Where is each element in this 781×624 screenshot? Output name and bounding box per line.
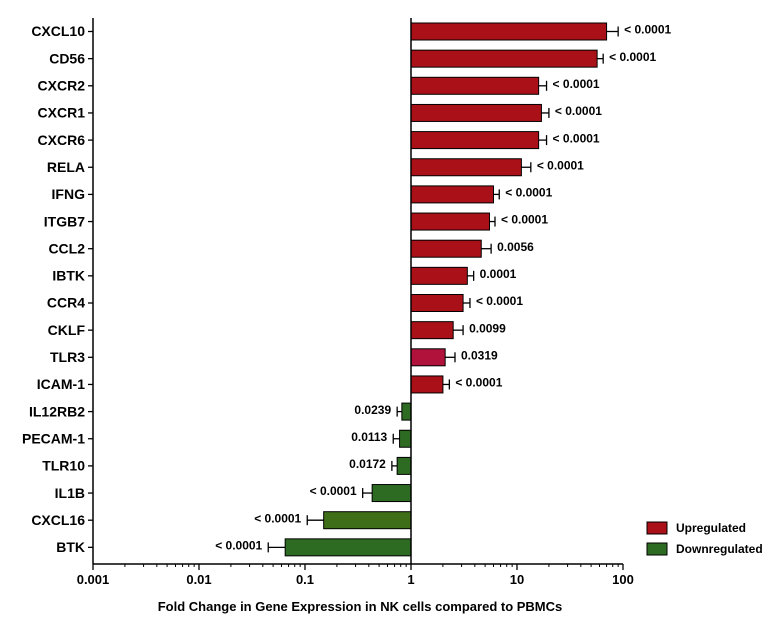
bar-ccr4 [410, 294, 464, 312]
legend-swatch [646, 542, 668, 556]
error-bar-ccr4 [463, 298, 471, 308]
error-bars-layer [267, 26, 619, 553]
p-value-label: < 0.0001 [553, 77, 600, 91]
bar-cxcr2 [410, 76, 540, 95]
p-value-label: < 0.0001 [254, 511, 301, 525]
error-bar-cxcr1 [541, 107, 550, 118]
category-label: IL12RB2 [29, 403, 85, 419]
p-value-label: 0.0319 [461, 348, 498, 362]
p-value-label: 0.0113 [351, 430, 387, 444]
category-label: IL1B [55, 485, 85, 501]
category-label: ICAM-1 [37, 376, 85, 392]
axes-layer: 0.001 0.01 0.1 1 10 100 [77, 18, 634, 587]
bar-pecam-1 [399, 429, 412, 448]
bar-tlr3 [410, 348, 446, 367]
error-bar-il1b [362, 488, 373, 499]
bar-cd56 [410, 49, 598, 68]
legend-swatch [646, 521, 668, 535]
legend-label: Downregulated [676, 542, 763, 556]
category-label: RELA [47, 159, 85, 175]
error-bar-tlr3 [445, 352, 456, 363]
category-label: CXCL16 [31, 512, 85, 528]
error-bar-rela [521, 162, 532, 173]
bar-ibtk [410, 266, 468, 285]
legend: Upregulated Downregulated [646, 521, 763, 556]
category-label: CD56 [49, 50, 85, 66]
category-label: CXCR2 [38, 78, 86, 94]
bar-cxcr1 [410, 103, 542, 122]
error-bar-tlr10 [391, 460, 398, 471]
category-label: TLR3 [50, 349, 85, 365]
category-label: CCR4 [47, 295, 85, 311]
x-tick-label: 10 [510, 572, 524, 587]
category-label: CXCR1 [38, 105, 86, 121]
bar-il12rb2 [401, 402, 412, 421]
bar-tlr10 [396, 456, 412, 475]
error-bar-cxcr6 [538, 135, 548, 146]
category-label: IFNG [52, 186, 86, 202]
category-label: CKLF [48, 322, 86, 338]
p-value-label: 0.0239 [354, 403, 391, 417]
category-label: CXCL10 [31, 23, 85, 39]
category-labels-layer: CXCL10 CD56 CXCR2 CXCR1 CXCR6 RELA IFNG ITGB7 CC… [22, 23, 85, 555]
p-value-label: < 0.0001 [609, 50, 656, 64]
category-label: CCL2 [48, 240, 85, 256]
p-value-labels-layer: < 0.0001 < 0.0001 < 0.0001 < 0.0001 < 0.0001… [215, 23, 671, 553]
category-label: PECAM-1 [22, 430, 85, 446]
bar-ifng [410, 185, 494, 204]
error-bar-ibtk [467, 270, 475, 281]
p-value-label: < 0.0001 [537, 158, 584, 172]
p-value-label: < 0.0001 [505, 186, 552, 200]
p-value-label: < 0.0001 [455, 376, 502, 390]
p-value-label: < 0.0001 [553, 131, 600, 145]
p-value-label: < 0.0001 [501, 213, 548, 227]
x-axis-title: Fold Change in Gene Expression in NK cel… [158, 599, 563, 614]
x-tick-label: 1 [407, 572, 414, 587]
error-bar-cxcl10 [606, 26, 619, 37]
category-label: ITGB7 [44, 213, 85, 229]
error-bar-cd56 [597, 53, 604, 64]
x-tick-label: 100 [612, 572, 634, 587]
p-value-label: < 0.0001 [215, 539, 262, 553]
x-tick-label: 0.001 [77, 572, 110, 587]
category-label: CXCR6 [38, 132, 86, 148]
error-bar-cxcr2 [538, 80, 548, 91]
bar-icam-1 [410, 375, 444, 394]
p-value-label: 0.0056 [497, 240, 534, 254]
error-bar-itgb7 [489, 216, 496, 227]
bar-cklf [410, 321, 454, 340]
p-value-label: 0.0001 [480, 267, 517, 281]
bar-itgb7 [410, 212, 490, 231]
error-bar-cklf [453, 325, 464, 336]
bar-rela [410, 158, 522, 177]
bars-layer [284, 22, 608, 557]
error-bar-cxcl16 [306, 515, 324, 526]
p-value-label: < 0.0001 [555, 104, 602, 118]
error-bar-il12rb2 [396, 406, 402, 417]
error-bar-btk [267, 542, 286, 553]
error-bar-pecam-1 [392, 433, 400, 444]
error-bar-icam-1 [442, 379, 450, 390]
category-label: BTK [56, 539, 85, 555]
bar-cxcl16 [323, 511, 412, 530]
error-bar-ifng [493, 189, 500, 200]
bar-btk [284, 538, 412, 557]
p-value-label: < 0.0001 [476, 294, 523, 308]
bar-cxcr6 [410, 131, 540, 150]
p-value-label: 0.0099 [469, 321, 506, 335]
p-value-label: 0.0172 [349, 457, 386, 471]
p-value-label: < 0.0001 [310, 484, 357, 498]
legend-label: Upregulated [676, 521, 746, 535]
error-bar-ccl2 [481, 243, 492, 254]
x-tick-label: 0.01 [186, 572, 211, 587]
category-label: IBTK [52, 268, 85, 284]
p-value-label: < 0.0001 [624, 23, 671, 37]
bar-ccl2 [410, 239, 482, 258]
category-label: TLR10 [42, 458, 85, 474]
bar-il1b [371, 484, 412, 503]
x-tick-label: 0.1 [296, 572, 314, 587]
bar-cxcl10 [410, 22, 608, 41]
